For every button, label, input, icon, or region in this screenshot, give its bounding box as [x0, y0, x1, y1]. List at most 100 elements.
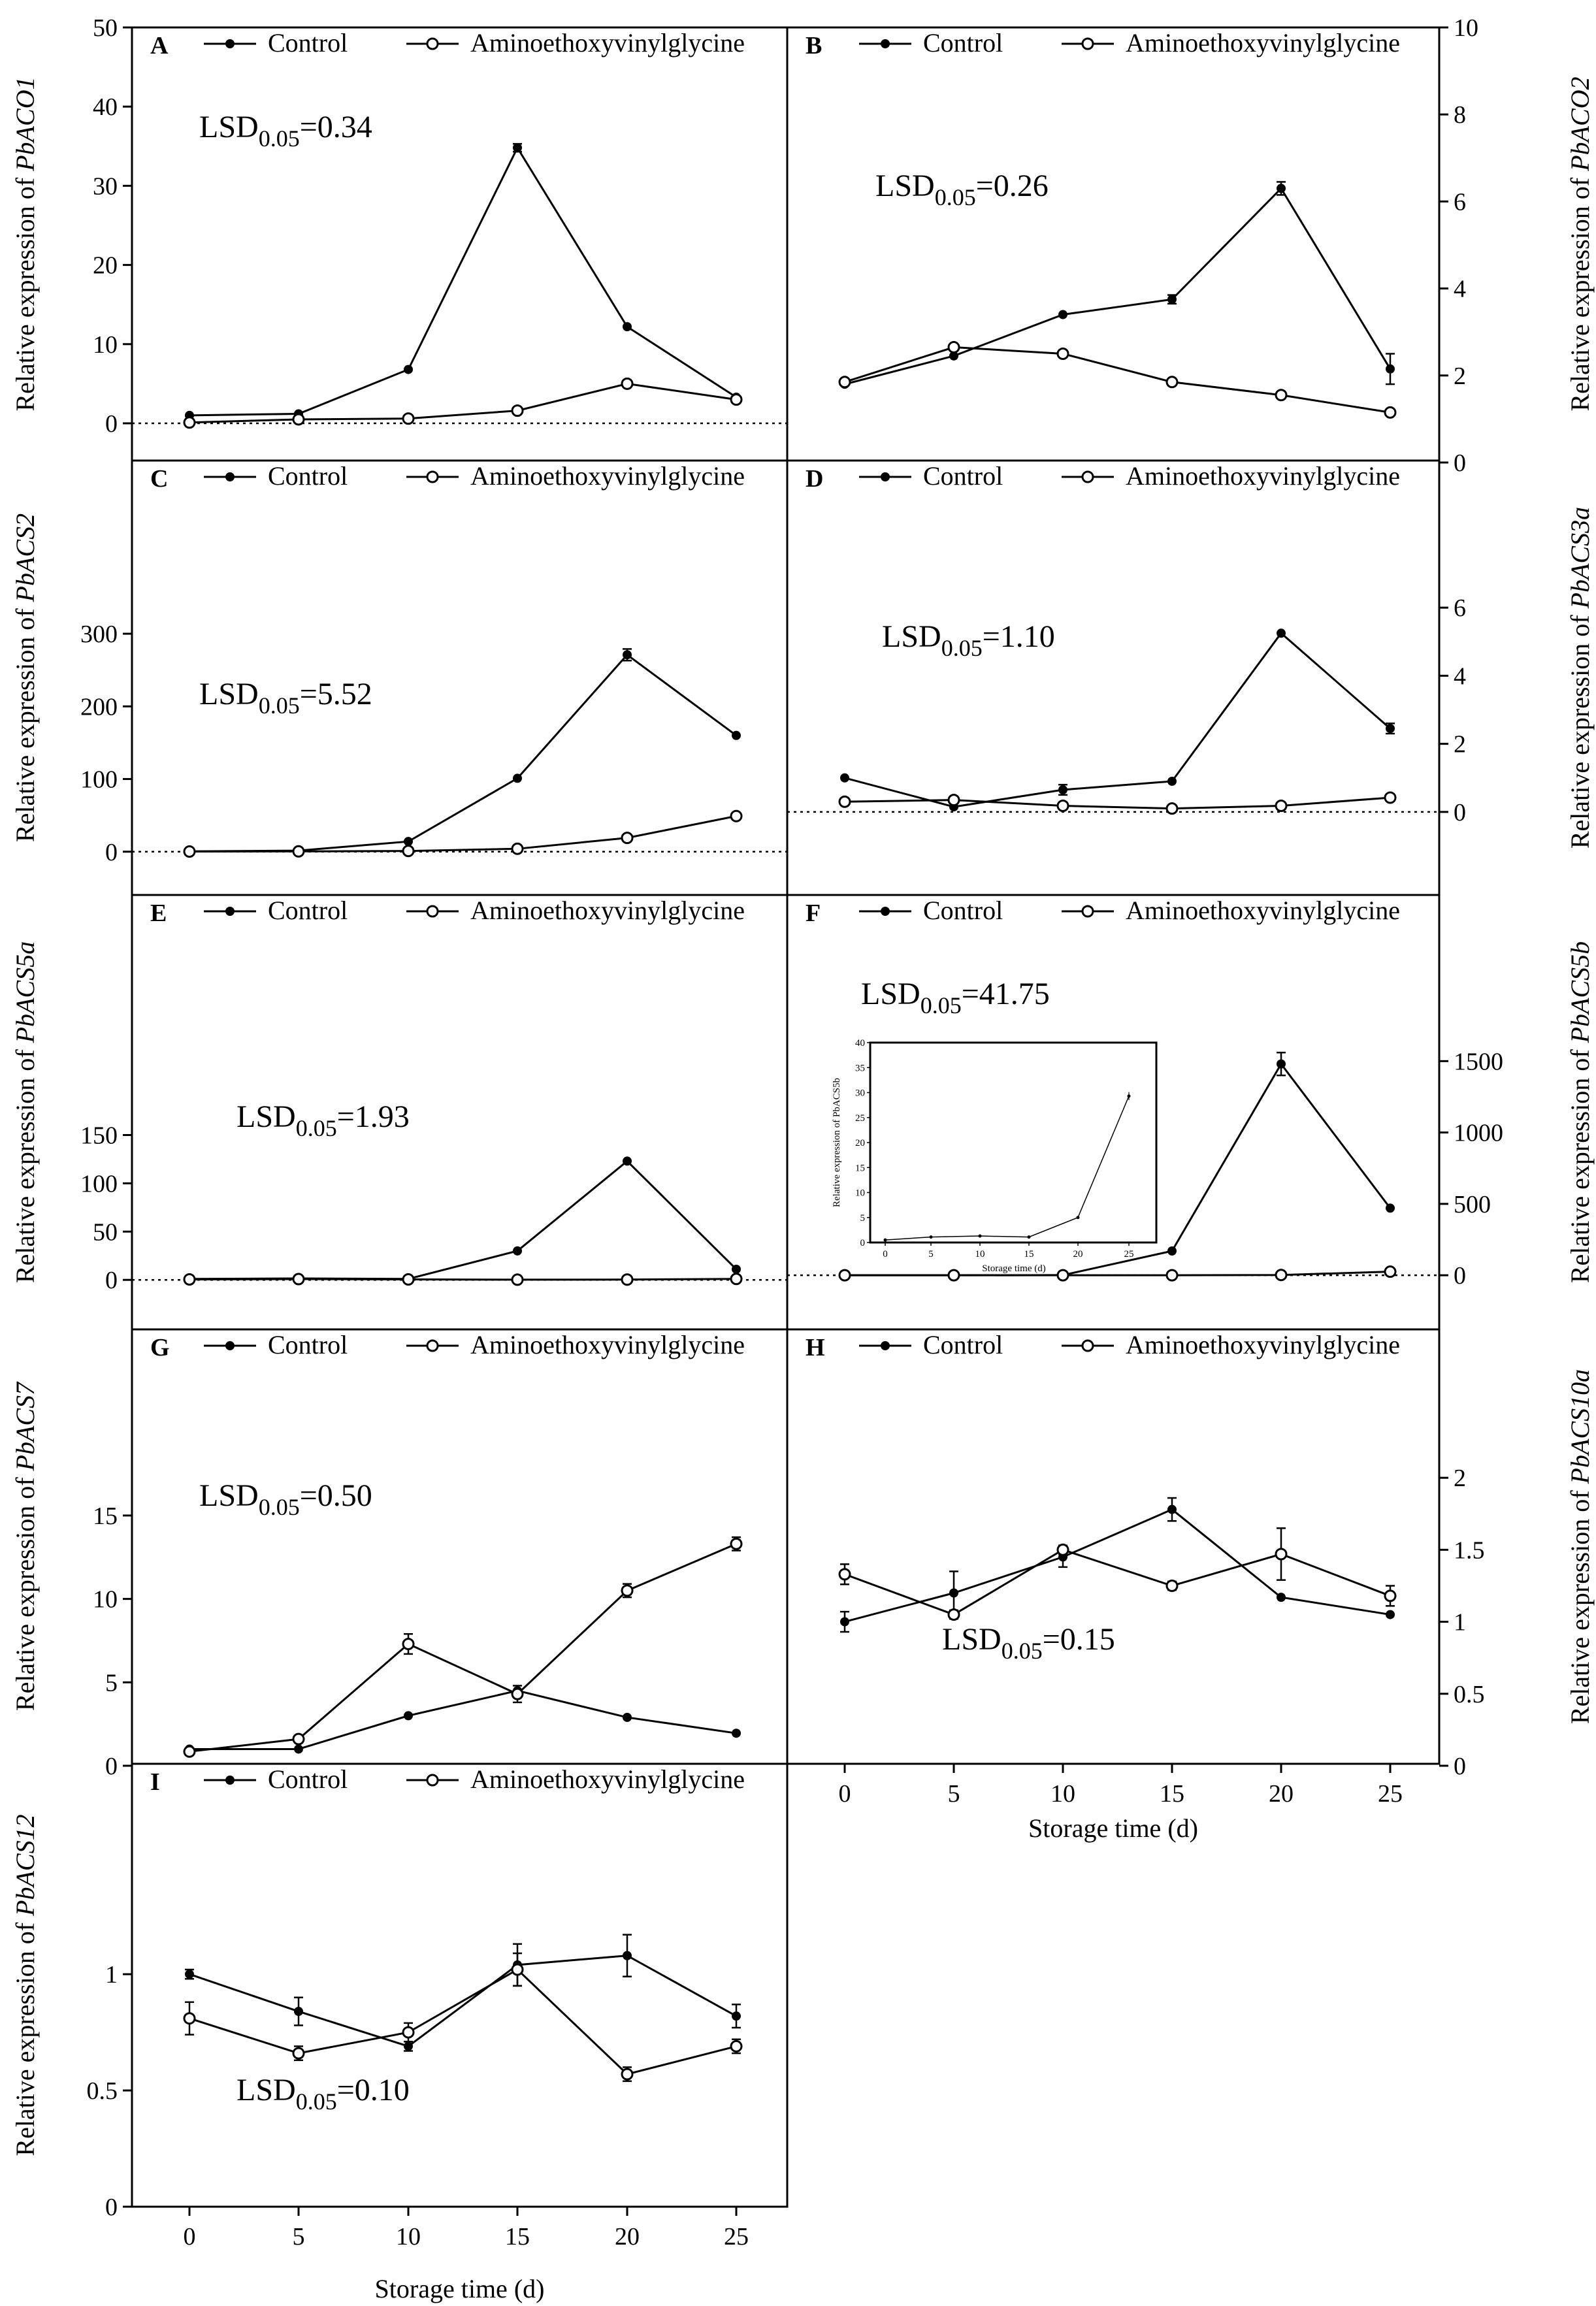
treatment-data-point: [1056, 800, 1069, 813]
x-tick-label: 0: [839, 1780, 851, 1808]
y-tick-label: 15: [93, 1502, 118, 1530]
y-tick-label: 2: [1454, 1465, 1466, 1492]
treatment-series-line: [189, 382, 737, 424]
treatment-data-point: [183, 845, 196, 858]
y-tick-label: 6: [1454, 188, 1466, 216]
treatment-data-point: [730, 809, 743, 822]
inset-y-tick-label: 10: [855, 1188, 865, 1199]
legend-treatment-marker: [426, 470, 439, 483]
y-tick-label: 1: [105, 1961, 118, 1989]
y-axis-label: Relative expression of PbACS5a: [10, 941, 40, 1283]
control-data-point: [1386, 724, 1395, 734]
legend-control-marker: [225, 39, 235, 48]
treatment-series-line: [844, 796, 1391, 810]
y-axis-label: Relative expression of PbACS5b: [1565, 941, 1595, 1283]
control-data-point: [1277, 184, 1286, 193]
x-axis-label: Storage time (d): [1028, 1813, 1198, 1843]
treatment-series-line: [189, 1278, 737, 1281]
legend-treatment-label: Aminoethoxyvinylglycine: [470, 461, 745, 491]
inset-data-point: [883, 1238, 887, 1242]
legend-control-marker: [225, 1341, 235, 1350]
lsd-annotation: LSD0.05=0.15: [942, 1622, 1115, 1664]
inset-x-tick-label: 0: [883, 1249, 888, 1259]
treatment-data-point: [730, 1273, 743, 1286]
y-tick-label: 50: [93, 1218, 118, 1246]
legend-control-label: Control: [923, 461, 1003, 491]
y-tick-label: 200: [80, 693, 118, 721]
y-tick-label: 100: [80, 766, 118, 794]
treatment-data-point: [1384, 1589, 1397, 1602]
treatment-data-point: [1056, 348, 1069, 360]
legend-control-marker: [225, 472, 235, 481]
inset-x-tick-label: 5: [928, 1249, 934, 1259]
y-tick-label: 0.5: [87, 2077, 118, 2105]
treatment-data-point: [511, 1963, 524, 1976]
control-data-point: [294, 1744, 303, 1754]
treatment-data-point: [292, 2047, 305, 2060]
y-tick-label: 8: [1454, 101, 1466, 129]
treatment-data-point: [1056, 1269, 1069, 1282]
panel-g: 0 5 10 15 Relative expression of PbACS7 G Cont…: [10, 1328, 789, 1780]
inset-y-tick-label: 15: [855, 1163, 865, 1173]
legend-treatment-label: Aminoethoxyvinylglycine: [470, 1764, 745, 1794]
control-series-line: [189, 1689, 737, 1750]
panel-frame: [131, 1762, 789, 2208]
control-series-line: [189, 1955, 737, 2048]
treatment-series-line: [844, 1548, 1391, 1616]
panel-letter: A: [150, 32, 169, 59]
treatment-data-point: [183, 1745, 196, 1758]
inset-frame: [869, 1041, 1158, 1244]
y-tick-label: 150: [80, 1122, 118, 1150]
treatment-data-point: [1384, 791, 1397, 804]
x-tick-label: 15: [1160, 1780, 1184, 1808]
treatment-data-point: [838, 795, 851, 808]
y-tick-label: 1000: [1454, 1120, 1503, 1147]
treatment-data-point: [402, 1638, 415, 1651]
control-data-point: [404, 2041, 413, 2051]
panel-letter: G: [150, 1334, 170, 1361]
treatment-data-point: [183, 416, 196, 429]
legend-control-label: Control: [268, 28, 348, 57]
inset-series-line: [885, 1096, 1130, 1241]
y-tick-label: 1: [1454, 1609, 1466, 1636]
panel-d: 0 2 4 6 Relative expression of PbACS3a D Contr…: [786, 459, 1595, 896]
control-data-point: [1058, 785, 1067, 795]
legend-treatment-label: Aminoethoxyvinylglycine: [1126, 896, 1400, 925]
control-data-point: [623, 1951, 632, 1960]
treatment-data-point: [292, 413, 305, 426]
treatment-data-point: [1165, 376, 1179, 389]
panel-frame: [786, 26, 1441, 462]
control-data-point: [1167, 776, 1177, 786]
control-data-point: [185, 1970, 194, 1979]
panel-h: 0 0.5 1 1.5 2 Relative expression of PbACS10a…: [786, 1328, 1595, 1843]
control-data-point: [404, 1711, 413, 1721]
control-data-point: [732, 1729, 741, 1738]
treatment-data-point: [511, 842, 524, 855]
y-tick-label: 50: [93, 14, 118, 42]
panel-letter: E: [150, 900, 167, 927]
legend-treatment-marker: [1081, 905, 1094, 918]
y-tick-label: 4: [1454, 662, 1466, 690]
treatment-data-point: [292, 1273, 305, 1286]
y-tick-label: 0: [105, 1753, 118, 1780]
y-tick-label: 10: [93, 1586, 118, 1614]
y-tick-label: 40: [93, 93, 118, 121]
panel-letter: C: [150, 465, 168, 493]
inset-x-tick-label: 20: [1073, 1249, 1083, 1259]
control-data-point: [1277, 1059, 1286, 1069]
y-tick-label: 0: [1454, 1753, 1466, 1780]
legend-control-marker: [881, 1341, 890, 1350]
inset-y-tick-label: 0: [860, 1238, 866, 1248]
x-tick-label: 5: [948, 1780, 960, 1808]
treatment-data-point: [183, 1273, 196, 1286]
legend-treatment-label: Aminoethoxyvinylglycine: [1126, 28, 1400, 57]
lsd-annotation: LSD0.05=1.10: [882, 619, 1055, 661]
treatment-series-line: [189, 1968, 737, 2075]
control-data-point: [623, 650, 632, 660]
control-data-point: [732, 730, 741, 740]
lsd-annotation: LSD0.05=1.93: [236, 1099, 410, 1141]
treatment-data-point: [402, 845, 415, 858]
legend-control-label: Control: [268, 896, 348, 925]
inset-x-tick-label: 10: [975, 1249, 985, 1259]
